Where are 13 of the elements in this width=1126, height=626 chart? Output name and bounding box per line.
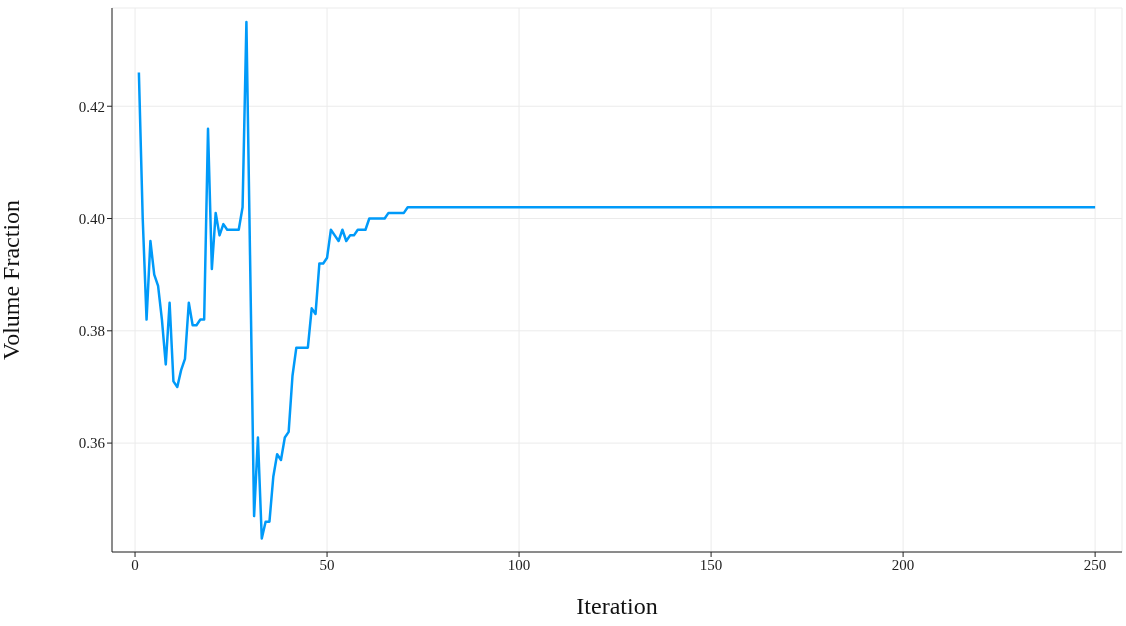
y-tick-label: 0.36	[78, 435, 106, 452]
y-tick-label: 0.42	[78, 98, 105, 115]
x-tick-label: 0	[131, 556, 139, 573]
x-tick-label: 100	[507, 556, 531, 573]
x-tick-label: 50	[319, 556, 335, 573]
line-series	[137, 20, 1097, 540]
x-tick-label: 200	[891, 556, 915, 573]
y-tick-label: 0.38	[78, 323, 105, 340]
y-axis-title: Volume Fraction	[0, 199, 24, 361]
x-tick-label: 250	[1083, 556, 1107, 573]
x-tick-label: 150	[699, 556, 723, 573]
y-tick-label: 0.40	[78, 210, 105, 227]
x-axis-title: Iteration	[576, 593, 658, 619]
